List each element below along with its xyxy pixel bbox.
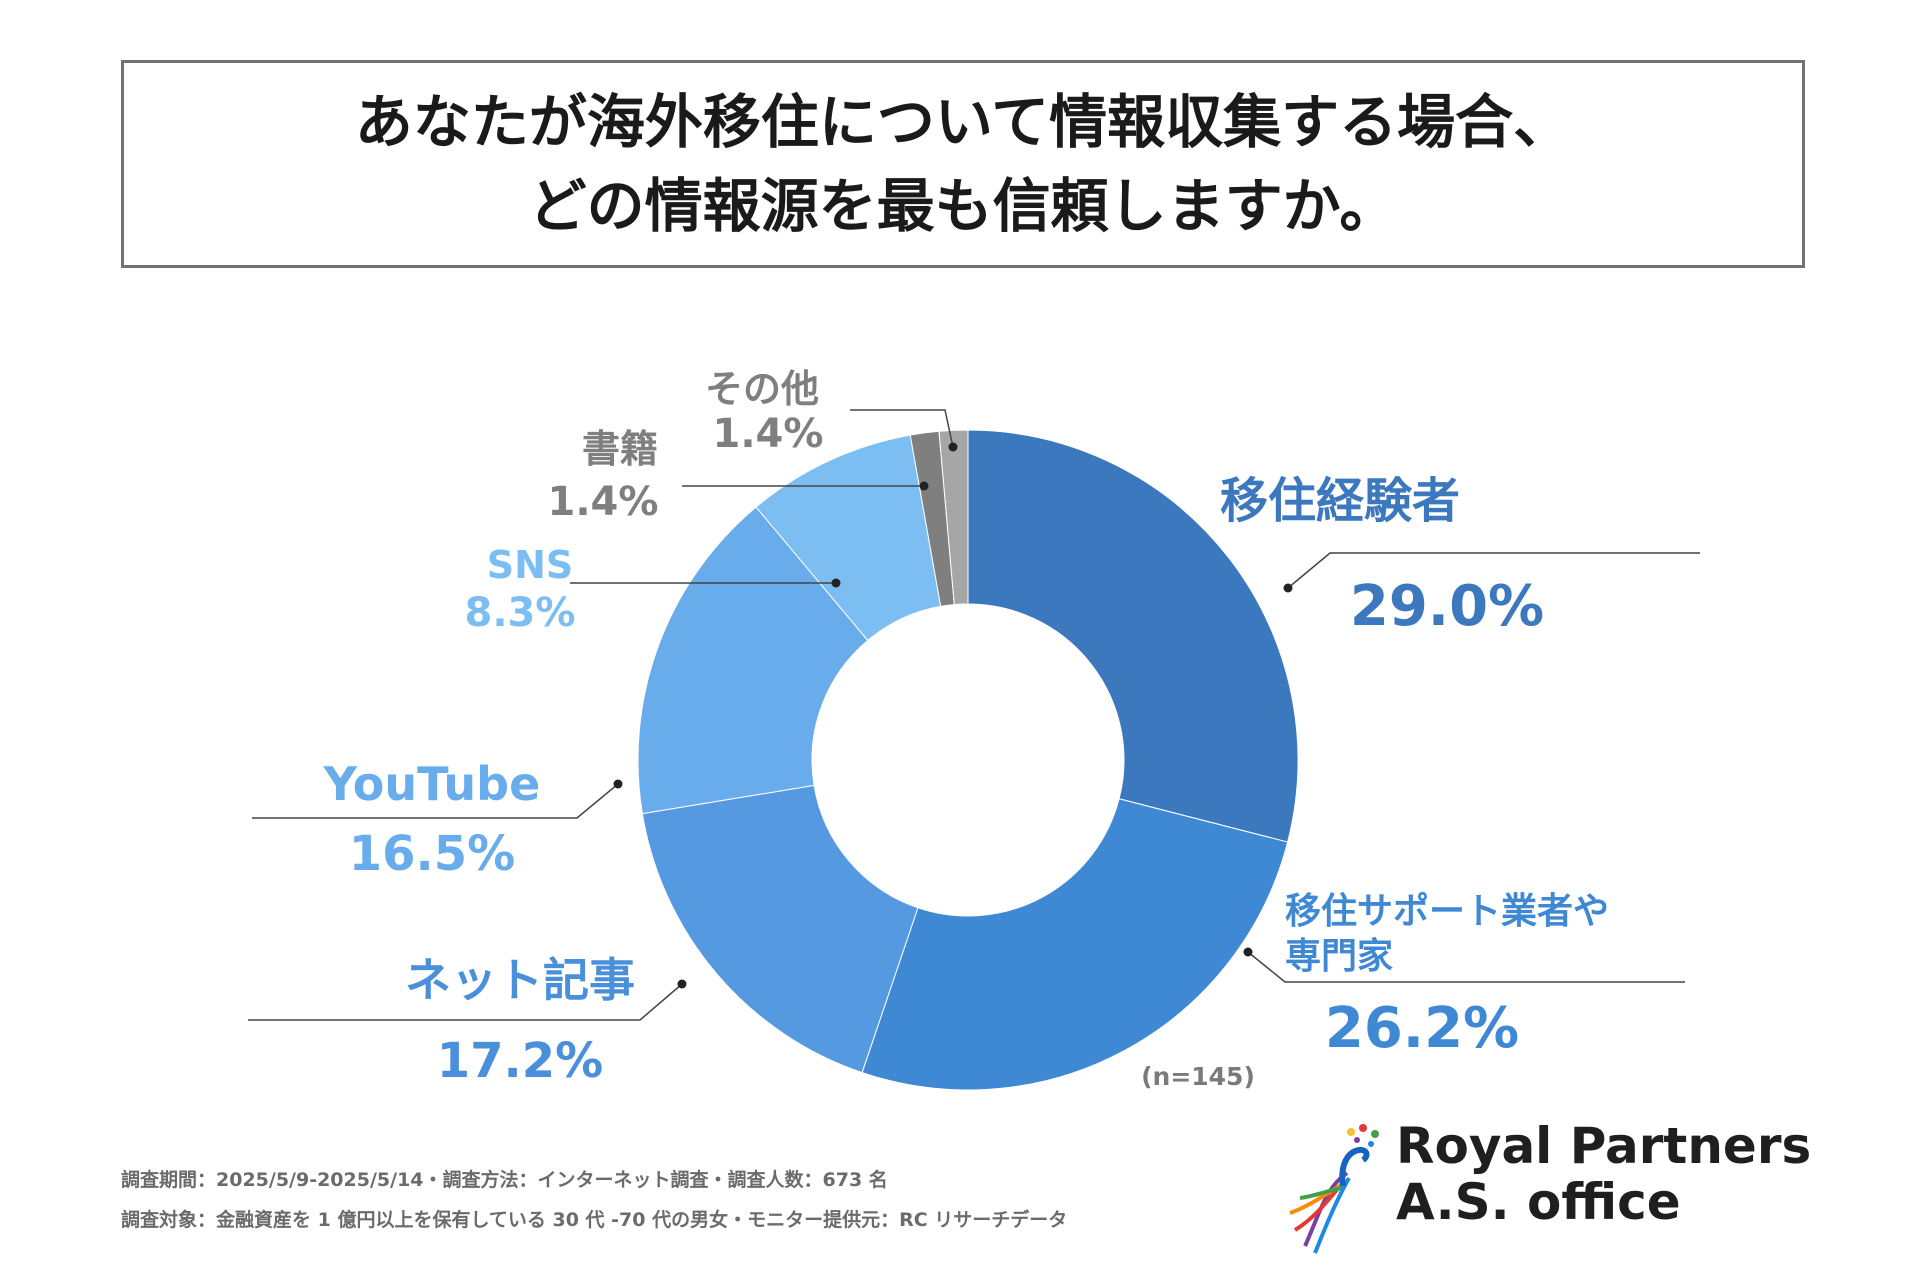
logo-line-2: A.S. office bbox=[1396, 1173, 1681, 1231]
survey-period-note: 調査期間：2025/5/9-2025/5/14・調査方法：インターネット調査・調… bbox=[121, 1169, 888, 1191]
leader-line-2 bbox=[1247, 951, 1685, 983]
logo-line-1: Royal Partners bbox=[1396, 1117, 1812, 1175]
donut-slices bbox=[637, 429, 1299, 1091]
leader-lines bbox=[248, 409, 1700, 1021]
leader-line-3 bbox=[248, 983, 683, 1021]
value-label-7: 1.4% bbox=[713, 411, 824, 457]
leader-dot-5 bbox=[831, 578, 841, 588]
value-label-4: 16.5% bbox=[349, 826, 516, 882]
slice-2 bbox=[861, 798, 1289, 1091]
value-label-3: 17.2% bbox=[437, 1033, 604, 1089]
title-line-1: あなたが海外移住について情報収集する場合、 bbox=[354, 88, 1572, 156]
survey-target-note: 調査対象：金融資産を 1 億円以上を保有している 30 代 -70 代の男女・モ… bbox=[121, 1209, 1068, 1231]
leader-line-1 bbox=[1287, 552, 1700, 589]
leader-dot-4 bbox=[613, 779, 623, 789]
logo-text: Royal Partners A.S. office bbox=[1396, 1118, 1811, 1230]
value-label-5: 8.3% bbox=[465, 590, 576, 636]
value-label-1: 29.0% bbox=[1350, 574, 1544, 639]
category-label-4: YouTube bbox=[323, 757, 541, 811]
category-label-6: 書籍 bbox=[582, 427, 658, 471]
leader-dot-3 bbox=[677, 979, 687, 989]
value-label-2: 26.2% bbox=[1325, 996, 1519, 1061]
slice-label-1: 移住経験者 29.0% bbox=[1220, 473, 1544, 639]
leader-dot-1 bbox=[1283, 583, 1293, 593]
value-label-6: 1.4% bbox=[548, 479, 659, 525]
leader-dot-6 bbox=[919, 481, 929, 491]
category-label-5: SNS bbox=[487, 543, 574, 587]
leader-dot-2 bbox=[1243, 947, 1253, 957]
category-label-3: ネット記事 bbox=[405, 953, 635, 1007]
title-line-2: どの情報源を最も信頼しますか。 bbox=[528, 172, 1398, 240]
leader-line-7 bbox=[850, 409, 954, 448]
category-label-7: その他 bbox=[705, 367, 819, 411]
category-label-2-line-1: 移住サポート業者や bbox=[1285, 890, 1609, 932]
slice-3 bbox=[641, 784, 919, 1074]
company-logo: Royal Partners A.S. office bbox=[1285, 1118, 1830, 1258]
title-box: あなたが海外移住について情報収集する場合、 どの情報源を最も信頼しますか。 bbox=[121, 60, 1805, 268]
leader-line-4 bbox=[252, 783, 619, 819]
slice-label-3: ネット記事 17.2% bbox=[405, 953, 635, 1089]
slice-label-4: YouTube 16.5% bbox=[323, 757, 541, 882]
category-label-1: 移住経験者 bbox=[1220, 473, 1460, 529]
slice-7 bbox=[938, 429, 969, 606]
slice-label-6: 書籍 1.4% bbox=[548, 427, 659, 525]
sample-size-note: (n=145) bbox=[1141, 1062, 1255, 1091]
leader-dot-7 bbox=[948, 442, 958, 452]
slice-1 bbox=[967, 429, 1299, 843]
category-label-2-line-2: 専門家 bbox=[1285, 936, 1393, 977]
peacock-logo-icon bbox=[1289, 1124, 1379, 1254]
